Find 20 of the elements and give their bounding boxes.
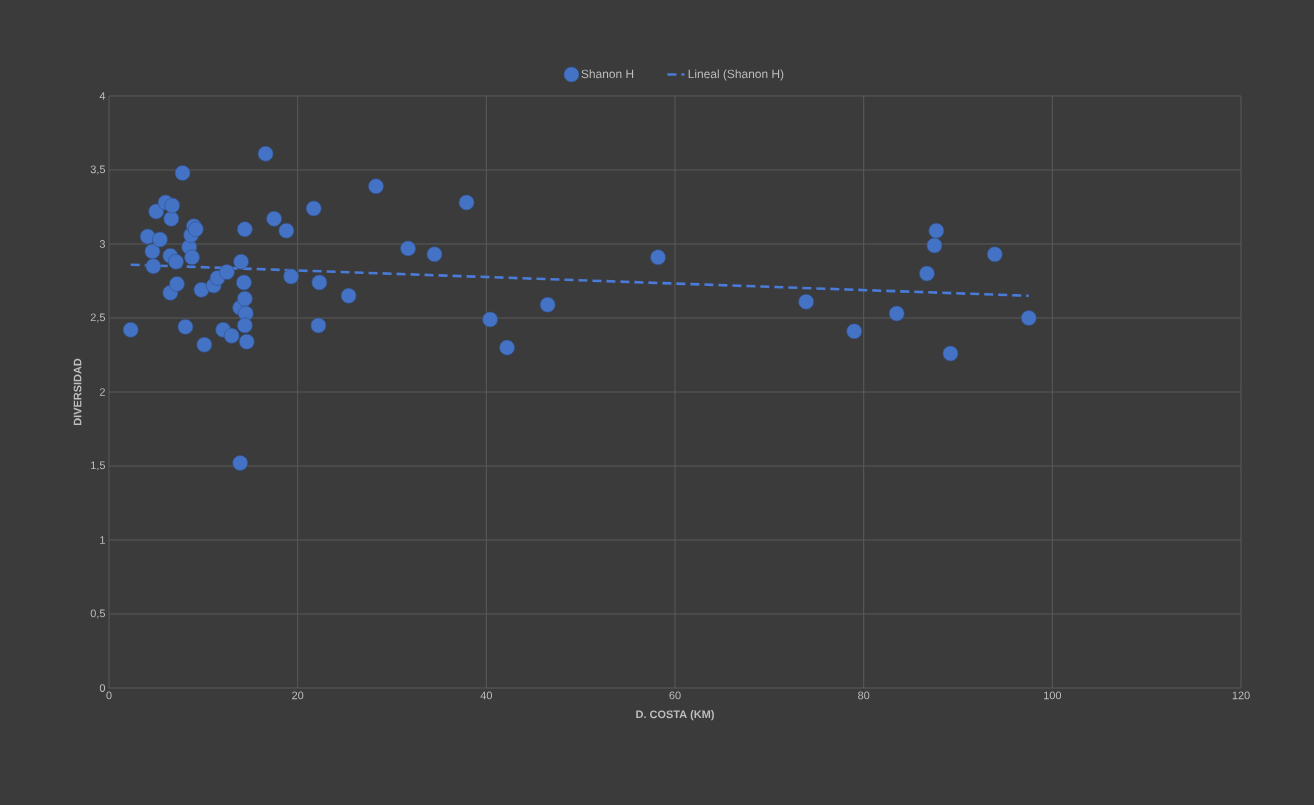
y-tick-label: 3 (99, 240, 105, 248)
y-tick-label: 2,5 (90, 313, 106, 323)
y-tick-label: 0 (99, 684, 106, 692)
y-tick-label: 1,5 (91, 461, 106, 471)
x-tick-label: 100 (1044, 691, 1062, 700)
x-tick-label: 80 (858, 691, 870, 700)
y-tick-label: 0,5 (90, 609, 106, 619)
y-tick-label: 2 (99, 388, 105, 396)
y-tick-label: 4 (99, 92, 106, 100)
x-tick-label: 120 (1232, 691, 1250, 700)
y-tick-label: 1 (100, 536, 105, 544)
legend-label: Shanon H (581, 69, 634, 79)
x-tick-label: 40 (480, 691, 492, 700)
y-axis-title: DIVERSIDAD (73, 358, 82, 426)
x-axis-title: D. COSTA (KM) (636, 710, 714, 721)
x-tick-label: 60 (669, 691, 681, 700)
y-tick-label: 3,5 (90, 165, 106, 175)
x-tick-label: 20 (292, 691, 304, 700)
legend-label: Lineal (Shanon H) (688, 69, 784, 81)
x-tick-label: 0 (106, 691, 112, 700)
